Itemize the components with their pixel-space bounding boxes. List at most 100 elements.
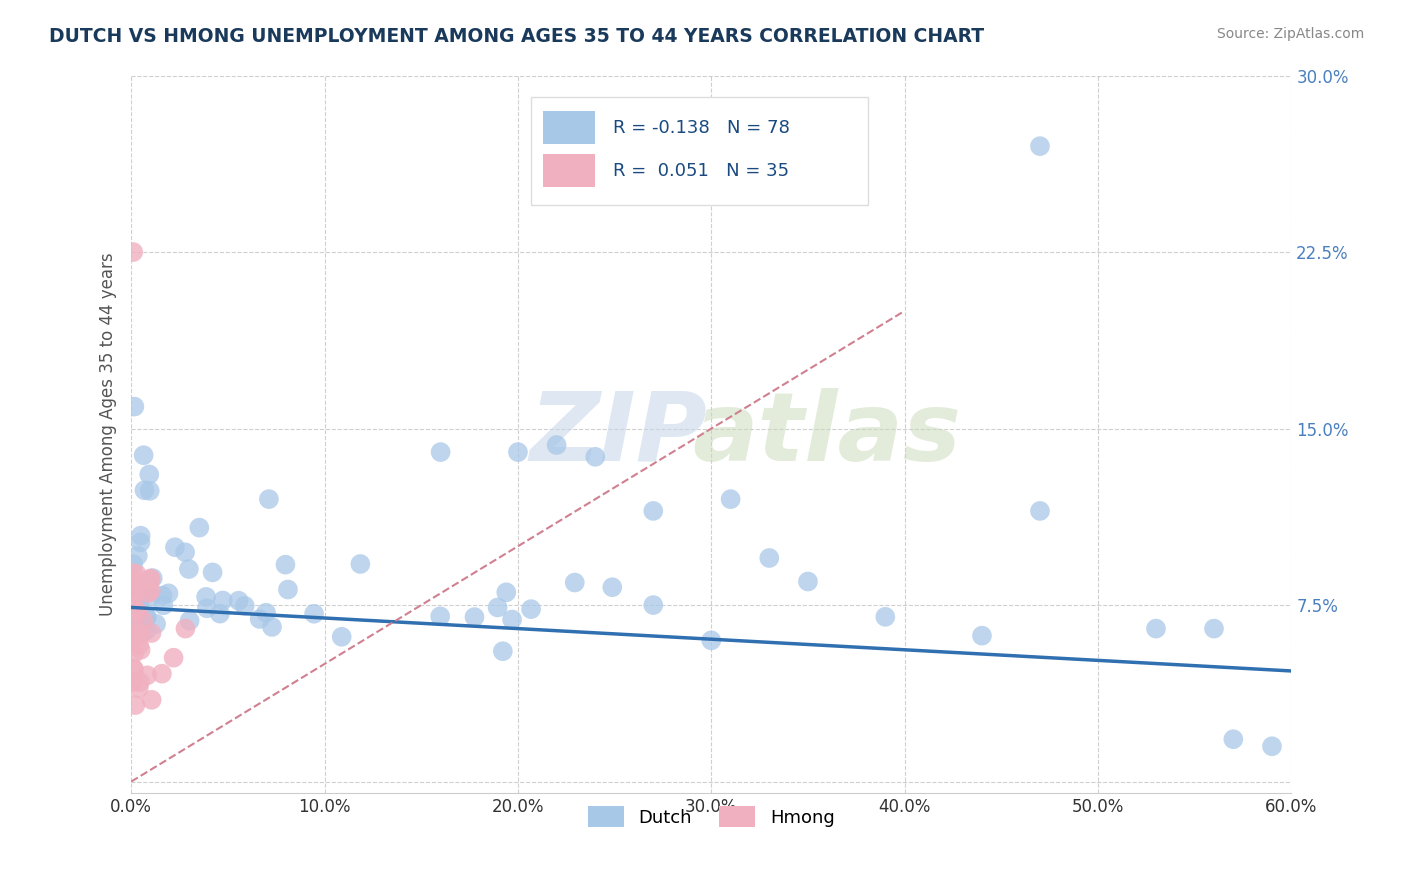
Point — [122, 245, 145, 260]
Point — [128, 638, 150, 652]
Point — [122, 646, 145, 660]
Point — [162, 650, 184, 665]
Point — [138, 483, 160, 498]
Point — [758, 551, 780, 566]
Point — [274, 558, 297, 572]
Point — [163, 540, 186, 554]
Point — [122, 574, 145, 589]
Point — [875, 610, 897, 624]
Point — [145, 616, 167, 631]
Text: DUTCH VS HMONG UNEMPLOYMENT AMONG AGES 35 TO 44 YEARS CORRELATION CHART: DUTCH VS HMONG UNEMPLOYMENT AMONG AGES 3… — [49, 27, 984, 45]
Point — [124, 698, 146, 712]
Point — [1202, 622, 1225, 636]
Point — [122, 663, 145, 677]
Point — [1144, 622, 1167, 636]
Point — [429, 609, 451, 624]
Text: atlas: atlas — [693, 388, 962, 481]
Point — [228, 593, 250, 607]
Point — [349, 557, 371, 571]
Point — [195, 590, 218, 604]
Point — [188, 521, 211, 535]
Point — [135, 624, 157, 638]
Point — [135, 610, 157, 624]
Point — [132, 448, 155, 462]
Point — [643, 504, 665, 518]
Point — [127, 626, 149, 640]
Point — [492, 644, 515, 658]
Point — [128, 675, 150, 690]
Point — [277, 582, 299, 597]
Point — [1029, 504, 1052, 518]
Legend: Dutch, Hmong: Dutch, Hmong — [581, 799, 842, 835]
Point — [179, 614, 201, 628]
Point — [128, 681, 150, 696]
Point — [138, 467, 160, 482]
Point — [157, 586, 180, 600]
Text: Source: ZipAtlas.com: Source: ZipAtlas.com — [1216, 27, 1364, 41]
Point — [174, 622, 197, 636]
Point — [463, 610, 485, 624]
Point — [124, 620, 146, 634]
Point — [127, 549, 149, 563]
Point — [128, 620, 150, 634]
Point — [122, 661, 145, 675]
Point — [254, 606, 277, 620]
Point — [122, 585, 145, 599]
Point — [797, 574, 820, 589]
Point — [152, 589, 174, 603]
Point — [128, 591, 150, 605]
Point — [136, 668, 159, 682]
Point — [501, 613, 523, 627]
Point — [122, 591, 145, 605]
Bar — [543, 154, 595, 186]
Point — [141, 626, 163, 640]
Point — [152, 599, 174, 613]
Point — [122, 614, 145, 628]
Point — [260, 620, 283, 634]
Point — [700, 633, 723, 648]
Point — [141, 693, 163, 707]
Point — [135, 609, 157, 624]
Point — [139, 573, 162, 587]
Point — [124, 579, 146, 593]
Point — [208, 607, 231, 621]
Point — [122, 675, 145, 690]
Point — [124, 400, 146, 414]
Point — [1029, 139, 1052, 153]
Point — [136, 586, 159, 600]
Point — [125, 567, 148, 582]
Point — [129, 643, 152, 657]
Point — [134, 483, 156, 498]
Point — [139, 583, 162, 598]
Point — [125, 619, 148, 633]
Point — [122, 583, 145, 598]
Point — [495, 585, 517, 599]
Point — [128, 596, 150, 610]
Point — [643, 598, 665, 612]
Point — [174, 545, 197, 559]
Point — [600, 580, 623, 594]
Point — [330, 630, 353, 644]
Point — [122, 566, 145, 580]
Point — [201, 566, 224, 580]
Point — [129, 535, 152, 549]
Point — [150, 666, 173, 681]
Point — [1261, 739, 1284, 754]
Point — [583, 450, 606, 464]
Point — [257, 492, 280, 507]
FancyBboxPatch shape — [531, 97, 868, 205]
Point — [233, 599, 256, 613]
Point — [142, 571, 165, 585]
Text: R = -0.138   N = 78: R = -0.138 N = 78 — [613, 119, 790, 136]
Text: R =  0.051   N = 35: R = 0.051 N = 35 — [613, 162, 789, 180]
Point — [134, 581, 156, 595]
Point — [564, 575, 586, 590]
Point — [128, 577, 150, 591]
Point — [122, 598, 145, 612]
Point — [970, 629, 993, 643]
Point — [195, 601, 218, 615]
Point — [546, 438, 568, 452]
Point — [124, 603, 146, 617]
Point — [124, 604, 146, 618]
Point — [177, 562, 200, 576]
